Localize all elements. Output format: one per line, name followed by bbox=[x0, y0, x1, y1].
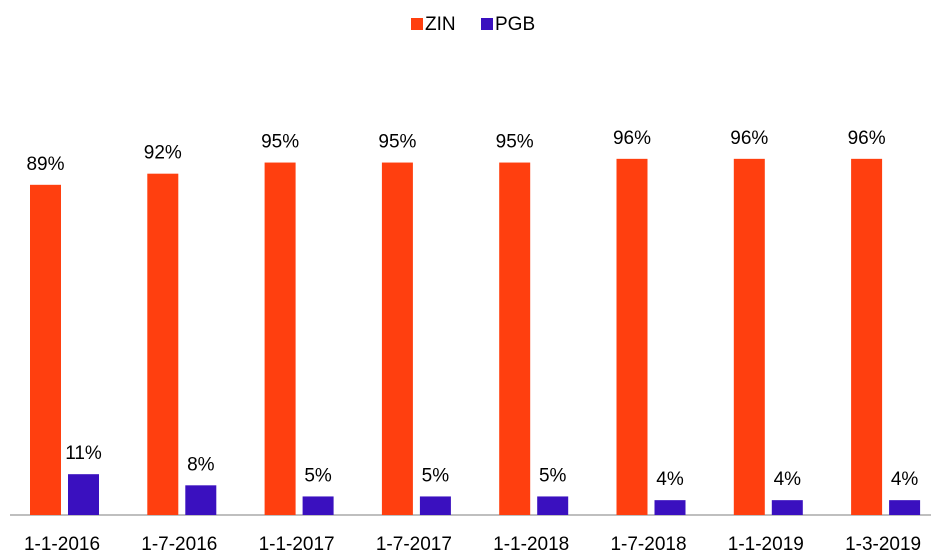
x-tick-label: 1-7-2017 bbox=[376, 534, 452, 555]
bar bbox=[68, 474, 99, 515]
data-label: 5% bbox=[304, 465, 332, 486]
bar bbox=[185, 485, 217, 515]
x-tick-label: 1-3-2019 bbox=[845, 534, 921, 555]
bar bbox=[771, 500, 803, 515]
data-label: 5% bbox=[422, 465, 450, 486]
data-label: 8% bbox=[187, 454, 215, 475]
legend-label: PGB bbox=[495, 14, 535, 35]
bar bbox=[499, 162, 531, 516]
x-tick-label: 1-7-2016 bbox=[141, 534, 217, 555]
bar bbox=[264, 162, 296, 516]
data-label: 92% bbox=[144, 143, 182, 164]
data-label: 4% bbox=[774, 469, 802, 490]
data-label: 96% bbox=[730, 128, 768, 149]
bar bbox=[616, 158, 648, 515]
data-label: 96% bbox=[848, 128, 886, 149]
bar bbox=[851, 158, 883, 515]
x-tick-label: 1-1-2019 bbox=[728, 534, 804, 555]
data-label: 96% bbox=[613, 128, 651, 149]
data-label: 11% bbox=[65, 443, 102, 464]
bar bbox=[302, 496, 334, 515]
legend-swatch bbox=[481, 18, 493, 30]
bar bbox=[30, 184, 61, 515]
bar bbox=[654, 500, 686, 515]
bar bbox=[537, 496, 569, 515]
data-label: 89% bbox=[26, 154, 64, 175]
bar bbox=[381, 162, 413, 516]
data-label: 5% bbox=[539, 465, 567, 486]
legend-label: ZIN bbox=[425, 14, 456, 35]
data-label: 95% bbox=[496, 132, 534, 153]
data-label: 95% bbox=[261, 132, 299, 153]
bar bbox=[733, 158, 765, 515]
data-label: 95% bbox=[378, 132, 416, 153]
x-tick-label: 1-1-2016 bbox=[24, 534, 100, 555]
x-tick-label: 1-1-2017 bbox=[259, 534, 335, 555]
legend-swatch bbox=[411, 18, 423, 30]
x-tick-label: 1-1-2018 bbox=[493, 534, 569, 555]
data-label: 4% bbox=[656, 469, 684, 490]
bar bbox=[419, 496, 451, 515]
bar bbox=[147, 173, 179, 515]
x-tick-label: 1-7-2018 bbox=[610, 534, 686, 555]
data-label: 4% bbox=[891, 469, 919, 490]
bar bbox=[889, 500, 921, 515]
